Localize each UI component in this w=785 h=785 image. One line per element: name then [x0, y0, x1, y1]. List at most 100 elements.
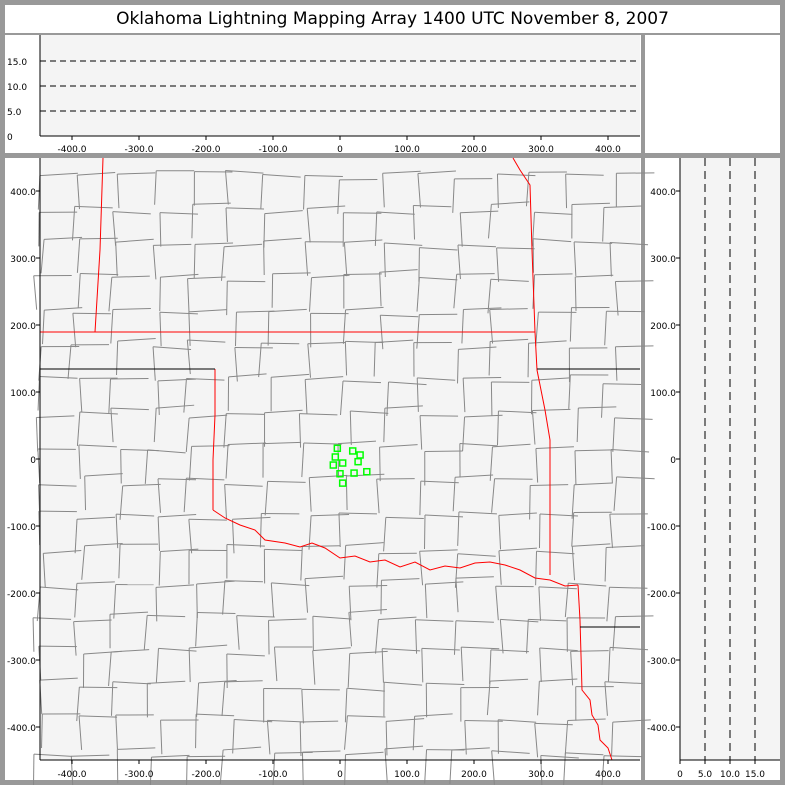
county-line [457, 553, 496, 557]
county-line [345, 542, 384, 546]
state-borders [40, 157, 640, 761]
county-line [72, 312, 111, 315]
side-y-tick-label: 300.0 [650, 255, 676, 265]
county-line [39, 172, 78, 177]
county-line [496, 410, 499, 445]
map-y-tick-label: 400.0 [10, 188, 36, 198]
county-line [73, 619, 112, 623]
station-marker [331, 453, 340, 461]
county-line [108, 651, 112, 687]
county-line [609, 514, 613, 549]
county-line [572, 543, 611, 547]
county-line [304, 575, 344, 580]
county-line [614, 346, 618, 381]
county-line [147, 449, 186, 454]
station-marker [333, 444, 342, 453]
county-line [416, 277, 420, 312]
county-line [84, 543, 123, 547]
top-x-tick-label: 200.0 [461, 145, 487, 155]
county-line [120, 449, 122, 484]
county-line [495, 586, 499, 621]
county-line [425, 581, 464, 585]
red-river-border [212, 509, 579, 587]
county-line [37, 376, 41, 411]
county-line [413, 205, 452, 208]
county-line [452, 178, 455, 213]
county-line [453, 274, 458, 309]
county-line [160, 273, 199, 278]
county-line [534, 723, 539, 758]
county-line [528, 618, 567, 622]
county-line [602, 207, 605, 242]
county-line [232, 516, 271, 520]
county-line [535, 446, 574, 450]
county-line [343, 273, 382, 276]
county-line [487, 279, 492, 314]
county-line [149, 757, 152, 785]
county-line [388, 381, 427, 386]
county-line [424, 584, 428, 619]
county-line [464, 720, 503, 722]
county-line [615, 345, 654, 348]
county-line [565, 752, 604, 756]
county-line [528, 340, 567, 344]
county-line [457, 244, 496, 248]
county-line [223, 413, 227, 448]
county-line [193, 244, 196, 279]
county-line [84, 476, 87, 511]
county-line [612, 719, 651, 723]
county-line [152, 346, 156, 381]
county-line [376, 553, 380, 588]
county-line [573, 241, 577, 276]
county-line [338, 512, 341, 547]
county-line [153, 408, 157, 443]
county-line [499, 619, 504, 654]
county-line [37, 449, 41, 484]
county-line [147, 614, 186, 618]
county-line [198, 680, 237, 684]
county-line [312, 647, 351, 652]
county-line [615, 280, 654, 282]
county-line [539, 513, 578, 517]
county-line [383, 408, 386, 443]
map-y-tick-label: -100.0 [7, 523, 36, 533]
county-line [43, 550, 82, 554]
county-line [379, 272, 382, 307]
county-line [379, 269, 418, 273]
county-line [35, 417, 39, 452]
top-x-tick-label: -200.0 [191, 145, 220, 155]
county-line [414, 713, 453, 717]
map-y-tick-label: 300.0 [10, 255, 36, 265]
top-x-tick-label: 100.0 [394, 145, 420, 155]
county-line [183, 378, 187, 413]
county-line [576, 408, 579, 443]
county-line [565, 173, 604, 176]
county-line [373, 342, 376, 377]
county-line [151, 754, 190, 758]
county-line [154, 170, 157, 205]
county-line [348, 612, 353, 647]
county-line [382, 648, 421, 652]
county-line [153, 243, 192, 246]
county-line [116, 513, 155, 517]
county-line [301, 443, 305, 478]
county-line [122, 483, 161, 487]
side-x-tick-label: 0 [677, 770, 683, 780]
county-line [303, 442, 342, 445]
top-x-tick-label: 400.0 [595, 145, 621, 155]
county-line [259, 513, 262, 548]
county-line [609, 586, 648, 589]
county-line [267, 480, 306, 483]
county-line [571, 202, 610, 206]
county-line [379, 447, 381, 482]
county-line [186, 339, 191, 375]
county-line [606, 545, 645, 549]
county-line [159, 311, 198, 315]
county-line [344, 688, 348, 723]
county-line [72, 313, 77, 348]
county-line [192, 202, 231, 205]
county-line [496, 247, 500, 282]
county-line [197, 611, 236, 614]
county-line [117, 747, 156, 750]
county-line [578, 406, 617, 409]
